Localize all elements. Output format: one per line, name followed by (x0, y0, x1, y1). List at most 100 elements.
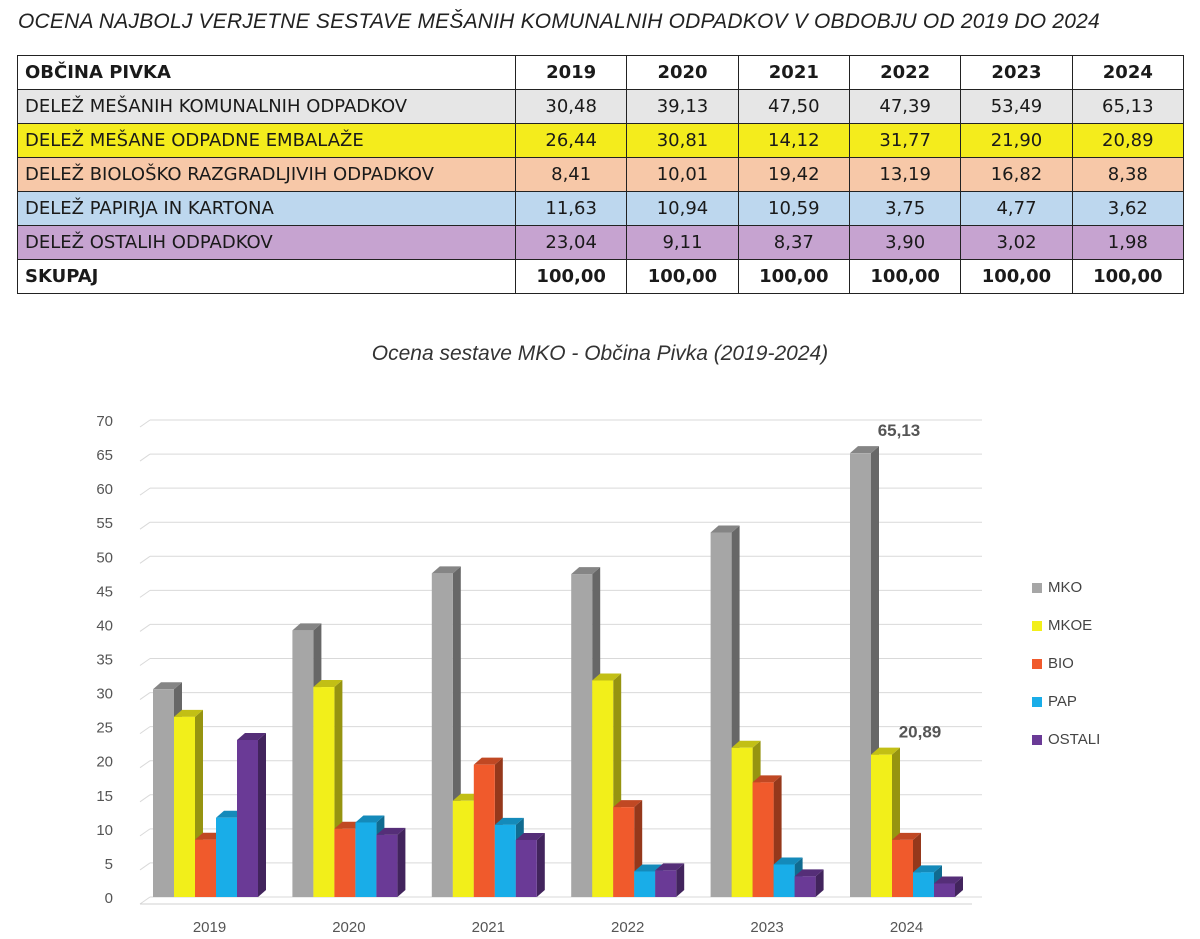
table-cell: 100,00 (626, 259, 739, 294)
bar-top (571, 567, 601, 575)
legend-swatch (1032, 734, 1042, 745)
x-tick-label: 2024 (890, 919, 923, 936)
bar-ostali-2024 (934, 883, 955, 897)
composition-table: OBČINA PIVKA 2019 2020 2021 2022 2023 20… (17, 55, 1185, 294)
gridline-depth (139, 487, 151, 496)
legend-swatch (1032, 658, 1042, 669)
bar-bio-2024 (892, 839, 913, 897)
row-label: SKUPAJ (17, 259, 516, 294)
table-cell: 14,12 (737, 123, 850, 158)
table-cell: 100,00 (1071, 259, 1185, 294)
legend-label: MKO (1048, 579, 1083, 596)
gridline-depth (139, 794, 151, 803)
legend-label: PAP (1048, 693, 1077, 710)
legend-label: OSTALI (1048, 731, 1101, 748)
bar-top (752, 775, 782, 783)
bar-top (613, 800, 643, 808)
y-tick-label: 50 (96, 549, 113, 566)
table-cell: 30,48 (514, 89, 628, 124)
bar-pap-2024 (913, 872, 934, 897)
bar-top (431, 566, 461, 574)
table-header-cell: 2022 (848, 55, 962, 90)
gridline-depth (139, 419, 151, 428)
row-label: DELEŽ BIOLOŠKO RAZGRADLJIVIH ODPADKOV (17, 157, 516, 192)
table-cell: 100,00 (514, 259, 628, 294)
gridline-depth (139, 555, 151, 564)
bar-ostali-2019 (237, 739, 258, 897)
y-tick-label: 45 (96, 583, 113, 600)
bar-top (237, 732, 266, 740)
bar-ostali-2023 (794, 876, 816, 897)
bar-side (955, 876, 963, 897)
gridline-depth (139, 896, 151, 905)
bar-pap-2023 (773, 864, 795, 897)
bar-side (815, 869, 824, 897)
table-row-mko: DELEŽ MEŠANIH KOMUNALNIH ODPADKOV 30,48 … (17, 89, 1185, 124)
table-cell: 3,02 (960, 225, 1073, 260)
table-cell: 100,00 (737, 259, 850, 294)
bar-bio-2020 (334, 828, 356, 897)
bar-top (655, 863, 685, 871)
y-tick-label: 15 (96, 788, 113, 805)
bar-top (934, 876, 963, 884)
table-cell: 16,82 (960, 157, 1073, 192)
legend-swatch (1032, 620, 1042, 631)
gridline-depth (139, 521, 151, 530)
gridline-depth (139, 862, 151, 871)
bar-mko-2022 (571, 574, 593, 897)
table-row-mkoe: DELEŽ MEŠANE ODPADNE EMBALAŽE 26,44 30,8… (17, 123, 1185, 158)
y-tick-label: 35 (96, 652, 113, 669)
table-header-cell: 2024 (1071, 55, 1185, 90)
bar-mkoe-2020 (313, 687, 335, 897)
bar-top (494, 817, 524, 825)
bar-ostali-2021 (515, 839, 537, 897)
table-cell: 10,94 (626, 191, 739, 226)
gridline-depth (139, 760, 151, 769)
y-tick-label: 30 (96, 686, 113, 703)
y-tick-label: 20 (96, 754, 113, 771)
table-cell: 23,04 (514, 225, 628, 260)
row-label: DELEŽ MEŠANE ODPADNE EMBALAŽE (17, 123, 516, 158)
table-cell: 19,42 (737, 157, 850, 192)
chart-legend: MKO MKOE BIO PAP OSTALI (1032, 578, 1100, 768)
table-cell: 8,37 (737, 225, 850, 260)
table-cell: 10,59 (737, 191, 850, 226)
y-tick-label: 60 (96, 481, 113, 498)
y-tick-label: 10 (96, 822, 113, 839)
bar-bio-2022 (613, 807, 635, 897)
table-header-cell: 2020 (626, 55, 739, 90)
table-cell: 8,41 (514, 157, 628, 192)
table-cell: 13,19 (848, 157, 962, 192)
bar-pap-2019 (216, 817, 237, 897)
gridline-depth (139, 453, 151, 462)
bar-mko-2021 (431, 573, 453, 897)
bar-mko-2024 (850, 453, 871, 897)
bar-ostali-2022 (655, 870, 677, 897)
y-tick-label: 0 (105, 890, 113, 907)
table-row-bio: DELEŽ BIOLOŠKO RAZGRADLJIVIH ODPADKOV 8,… (17, 157, 1185, 192)
gridline-depth (139, 658, 151, 666)
legend-item-ostali: OSTALI (1032, 730, 1100, 749)
bar-top (794, 869, 824, 877)
table-header-row: OBČINA PIVKA 2019 2020 2021 2022 2023 20… (17, 55, 1185, 90)
y-tick-label: 70 (96, 413, 113, 430)
bar-pap-2020 (355, 822, 377, 897)
bar-side (397, 827, 406, 897)
legend-item-mko: MKO (1032, 578, 1100, 597)
bar-top (913, 865, 942, 873)
bar-side (258, 732, 266, 897)
gridline-depth (139, 692, 151, 700)
table-header-cell: 2023 (960, 55, 1073, 90)
bar-mkoe-2021 (452, 800, 474, 897)
table-row-ostali: DELEŽ OSTALIH ODPADKOV 23,04 9,11 8,37 3… (17, 225, 1185, 260)
y-tick-label: 40 (96, 617, 113, 634)
bar-top (473, 757, 503, 765)
bar-top (731, 740, 761, 748)
x-tick-label: 2023 (750, 919, 783, 936)
table-cell: 1,98 (1071, 225, 1185, 260)
gridline-depth (139, 624, 151, 632)
bar-top (710, 525, 740, 533)
table-cell: 11,63 (514, 191, 628, 226)
data-label: 65,13 (878, 421, 921, 440)
legend-item-mkoe: MKOE (1032, 616, 1100, 635)
